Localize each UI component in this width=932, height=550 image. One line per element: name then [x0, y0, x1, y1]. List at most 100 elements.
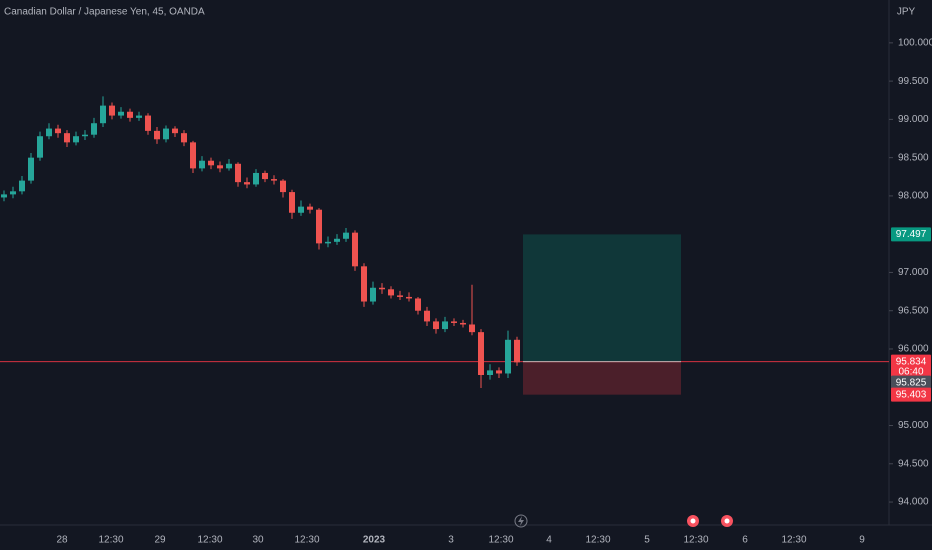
stop-zone: [523, 361, 681, 395]
x-tick-label: 3: [448, 535, 454, 546]
candle-body: [46, 128, 52, 137]
x-tick-label: 12:30: [294, 535, 319, 546]
candle-body: [478, 332, 484, 375]
candle-body: [190, 142, 196, 169]
candle-body: [442, 321, 448, 330]
last-price-tag-bg: [891, 375, 931, 390]
currency-label: JPY: [897, 7, 916, 18]
candle-body: [91, 123, 97, 135]
candle-body: [424, 310, 430, 322]
candle-body: [73, 136, 79, 143]
x-tick-label: 6: [742, 535, 748, 546]
candle-body: [352, 232, 358, 267]
candle-body: [379, 287, 385, 290]
y-tick-label: 98.000: [898, 191, 929, 202]
x-tick-label: 28: [56, 535, 68, 546]
x-tick-label: 12:30: [781, 535, 806, 546]
candle-body: [172, 128, 178, 134]
x-tick-label: 12:30: [98, 535, 123, 546]
candle-body: [37, 136, 43, 158]
y-tick-label: 98.500: [898, 152, 929, 163]
x-tick-label: 12:30: [488, 535, 513, 546]
candle-body: [145, 115, 151, 131]
x-tick-label: 4: [546, 535, 552, 546]
candle-body: [154, 130, 160, 140]
candle-body: [109, 105, 115, 116]
candle-body: [343, 232, 349, 239]
y-tick-label: 97.000: [898, 267, 929, 278]
candle-body: [487, 370, 493, 375]
candle-body: [496, 370, 502, 374]
candle-body: [397, 295, 403, 297]
candle-body: [289, 192, 295, 213]
entry-price-tag-bg: [891, 354, 931, 379]
candle-body: [244, 182, 250, 185]
candle-body: [280, 180, 286, 193]
x-tick-label: 12:30: [197, 535, 222, 546]
candle-body: [460, 322, 466, 325]
y-tick-label: 94.500: [898, 458, 929, 469]
candle-body: [1, 194, 7, 198]
y-tick-label: 95.000: [898, 420, 929, 431]
candle-body: [208, 160, 214, 166]
candle-body: [235, 163, 241, 183]
x-tick-label: 30: [252, 535, 264, 546]
entry-price-tag-countdown: 06:40: [898, 366, 923, 377]
candle-body: [307, 206, 313, 210]
target-price-tag-bg: [891, 227, 931, 242]
candle-body: [271, 179, 277, 181]
candle-body: [226, 163, 232, 169]
entry-price-tag: 95.834: [896, 356, 927, 367]
lightning: [518, 516, 524, 526]
candle-body: [298, 206, 304, 213]
event-icons[interactable]: [514, 514, 733, 528]
candle-body: [514, 339, 520, 363]
candle-body: [469, 324, 475, 333]
stop-price-tag: 95.403: [896, 389, 927, 400]
candle-body: [181, 133, 187, 143]
candle-body: [361, 266, 367, 302]
candle-body: [28, 157, 34, 181]
y-tick-label: 96.500: [898, 305, 929, 316]
target-zone: [523, 234, 681, 362]
candle-body: [100, 105, 106, 124]
candle-body: [415, 298, 421, 311]
candle-body: [370, 287, 376, 302]
candle-body: [82, 134, 88, 137]
event-icon[interactable]: [514, 514, 528, 528]
candle-body: [316, 209, 322, 244]
y-tick-label: 99.000: [898, 114, 929, 125]
x-tick-label: 9: [859, 535, 865, 546]
x-tick-label: 2023: [363, 535, 386, 546]
last-price-tag: 95.825: [896, 377, 927, 388]
candle-body: [217, 165, 223, 169]
candle-body: [388, 289, 394, 296]
candle-body: [136, 115, 142, 118]
x-tick-label: 29: [154, 535, 166, 546]
event-dot: [724, 518, 730, 524]
event-dot: [690, 518, 696, 524]
candle-body: [55, 128, 61, 134]
x-tick-label: 12:30: [585, 535, 610, 546]
x-tick-label: 12:30: [683, 535, 708, 546]
candle-body: [325, 241, 331, 244]
candle-body: [433, 321, 439, 330]
candle-body: [262, 172, 268, 180]
candle-body: [334, 238, 340, 242]
candle-body: [64, 133, 70, 143]
candle-body: [118, 111, 124, 116]
y-tick-label: 100.000: [898, 37, 932, 48]
candle-body: [505, 339, 511, 374]
candle-body: [19, 180, 25, 192]
chart-title: Canadian Dollar / Japanese Yen, 45, OAND…: [4, 7, 205, 18]
candle-body: [10, 191, 16, 195]
candle-body: [199, 160, 205, 169]
stop-price-tag-bg: [891, 387, 931, 402]
candle-body: [127, 111, 133, 118]
candle-body: [451, 321, 457, 323]
y-tick-label: 99.500: [898, 76, 929, 87]
target-price-tag: 97.497: [896, 229, 927, 240]
candle-body: [163, 128, 169, 140]
